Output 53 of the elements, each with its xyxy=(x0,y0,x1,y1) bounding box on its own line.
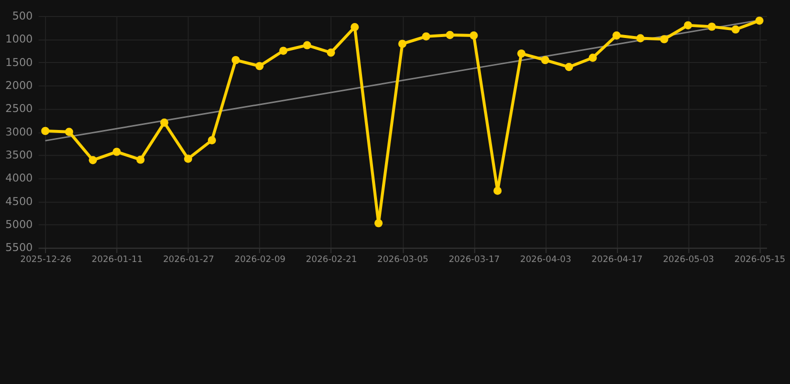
point xyxy=(374,219,383,228)
y-tick-label: 3000 xyxy=(5,125,33,138)
point xyxy=(136,156,145,164)
point xyxy=(708,22,716,31)
point xyxy=(279,46,288,55)
point xyxy=(612,31,621,40)
y-tick-label: 4500 xyxy=(5,194,33,208)
x-tick-label: 2026-05-15 xyxy=(734,254,786,265)
point xyxy=(732,25,740,34)
y-tick-label: 4000 xyxy=(5,172,33,185)
point xyxy=(517,49,526,58)
point xyxy=(398,40,406,48)
point xyxy=(303,41,312,50)
x-tick-label: 2026-03-17 xyxy=(448,254,500,265)
point xyxy=(541,56,550,64)
x-tick-label: 2026-02-09 xyxy=(234,254,286,265)
y-tick-label: 5000 xyxy=(5,218,33,231)
point xyxy=(755,16,764,25)
y-tick-label: 2000 xyxy=(5,78,33,92)
point xyxy=(422,32,430,40)
point xyxy=(160,118,168,127)
x-tick-label: 2026-04-17 xyxy=(592,254,643,265)
point xyxy=(660,35,668,44)
point xyxy=(208,136,216,144)
point xyxy=(350,23,359,32)
y-tick-label: 2500 xyxy=(5,102,33,116)
y-tick-label: 3500 xyxy=(5,148,33,162)
point xyxy=(64,128,74,136)
y-tick-label: 500 xyxy=(12,9,33,22)
point xyxy=(588,54,597,62)
point xyxy=(326,48,336,57)
point xyxy=(232,56,240,64)
point xyxy=(112,148,121,156)
point xyxy=(470,31,478,40)
point xyxy=(684,21,692,30)
point xyxy=(636,34,644,42)
y-tick-label: 1000 xyxy=(5,32,33,46)
x-tick-label: 2025-12-26 xyxy=(20,254,72,265)
point xyxy=(446,30,454,40)
x-tick-label: 2026-02-21 xyxy=(306,254,357,265)
point xyxy=(88,156,97,164)
y-tick-label: 1500 xyxy=(5,56,33,69)
point xyxy=(564,62,574,72)
y-tick-label: 5500 xyxy=(5,241,33,254)
x-tick-label: 2026-03-05 xyxy=(377,254,428,265)
x-tick-label: 2026-01-11 xyxy=(92,254,143,265)
point xyxy=(41,126,50,136)
point xyxy=(184,154,192,163)
x-tick-label: 2026-05-03 xyxy=(662,254,714,265)
x-tick-label: 2026-01-27 xyxy=(163,254,214,265)
point xyxy=(493,186,502,195)
point xyxy=(255,62,264,70)
x-tick-label: 2026-04-03 xyxy=(520,254,572,265)
